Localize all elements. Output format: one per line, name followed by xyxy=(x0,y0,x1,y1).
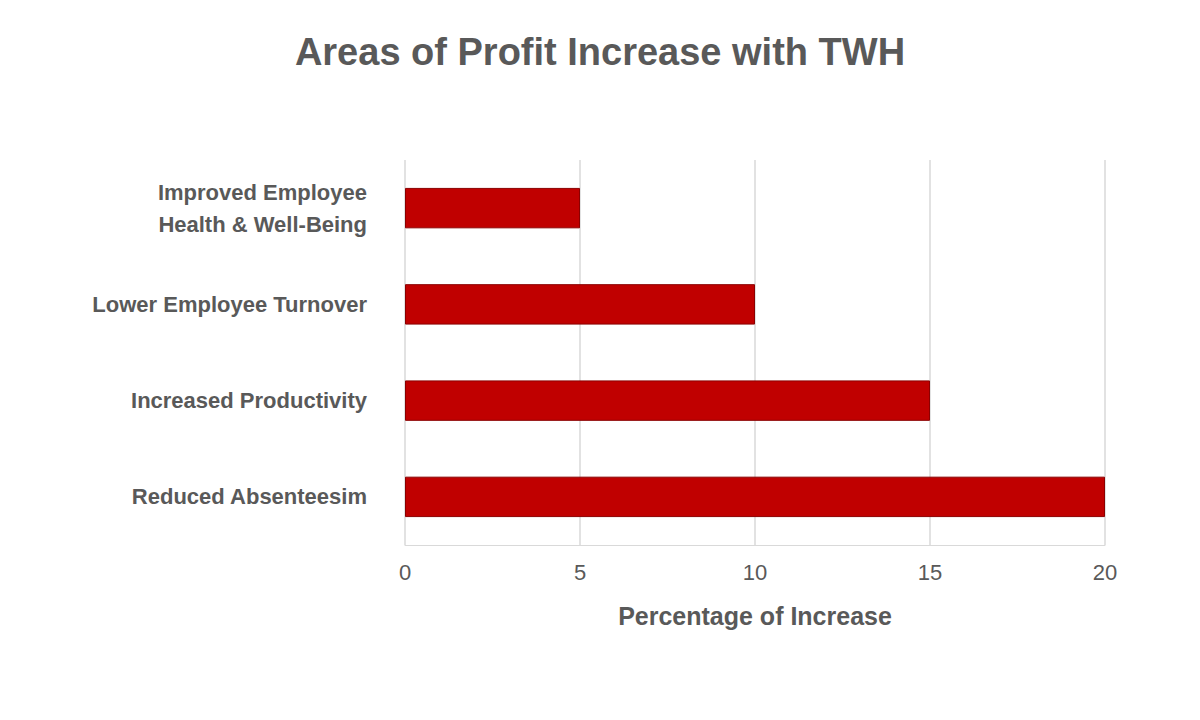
svg-text:Percentage of Increase: Percentage of Increase xyxy=(618,602,892,630)
svg-text:Lower Employee Turnover: Lower Employee Turnover xyxy=(92,292,367,317)
svg-text:Improved Employee: Improved Employee xyxy=(158,180,367,205)
svg-text:15: 15 xyxy=(918,560,942,585)
svg-text:0: 0 xyxy=(399,560,411,585)
svg-text:5: 5 xyxy=(574,560,586,585)
svg-text:Health & Well-Being: Health & Well-Being xyxy=(158,212,367,237)
svg-text:20: 20 xyxy=(1093,560,1117,585)
svg-text:Increased Productivity: Increased Productivity xyxy=(131,388,368,413)
svg-text:10: 10 xyxy=(743,560,767,585)
svg-text:Reduced Absenteesim: Reduced Absenteesim xyxy=(132,484,367,509)
svg-text:Areas of Profit Increase with: Areas of Profit Increase with TWH xyxy=(295,31,905,73)
